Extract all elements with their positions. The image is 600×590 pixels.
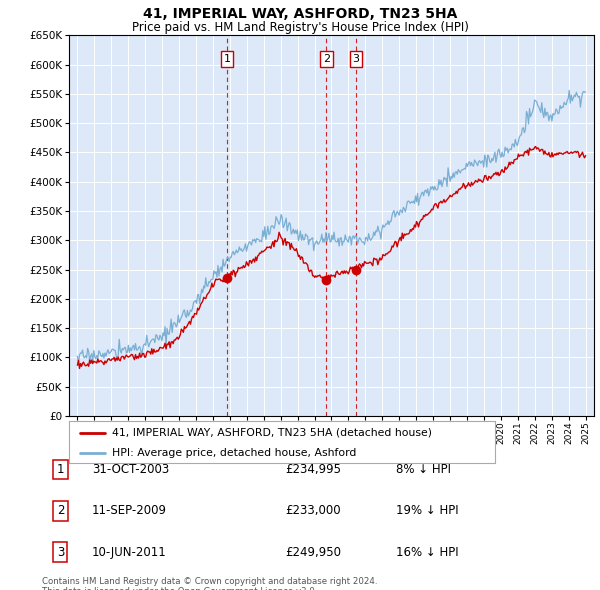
Text: 2: 2 [57, 504, 64, 517]
Text: 3: 3 [352, 54, 359, 64]
Text: 1: 1 [224, 54, 230, 64]
Text: 16% ↓ HPI: 16% ↓ HPI [396, 546, 458, 559]
Text: Contains HM Land Registry data © Crown copyright and database right 2024.
This d: Contains HM Land Registry data © Crown c… [42, 577, 377, 590]
Text: 1: 1 [57, 463, 64, 476]
Text: 41, IMPERIAL WAY, ASHFORD, TN23 5HA (detached house): 41, IMPERIAL WAY, ASHFORD, TN23 5HA (det… [112, 428, 431, 438]
Text: 11-SEP-2009: 11-SEP-2009 [92, 504, 167, 517]
Text: £249,950: £249,950 [285, 546, 341, 559]
Text: 19% ↓ HPI: 19% ↓ HPI [396, 504, 458, 517]
Text: £234,995: £234,995 [285, 463, 341, 476]
Text: 41, IMPERIAL WAY, ASHFORD, TN23 5HA: 41, IMPERIAL WAY, ASHFORD, TN23 5HA [143, 7, 457, 21]
Text: 8% ↓ HPI: 8% ↓ HPI [396, 463, 451, 476]
Text: £233,000: £233,000 [285, 504, 341, 517]
Text: 3: 3 [57, 546, 64, 559]
Text: Price paid vs. HM Land Registry's House Price Index (HPI): Price paid vs. HM Land Registry's House … [131, 21, 469, 34]
Text: 10-JUN-2011: 10-JUN-2011 [92, 546, 167, 559]
Text: 31-OCT-2003: 31-OCT-2003 [92, 463, 169, 476]
Text: 2: 2 [323, 54, 330, 64]
Text: HPI: Average price, detached house, Ashford: HPI: Average price, detached house, Ashf… [112, 448, 356, 457]
